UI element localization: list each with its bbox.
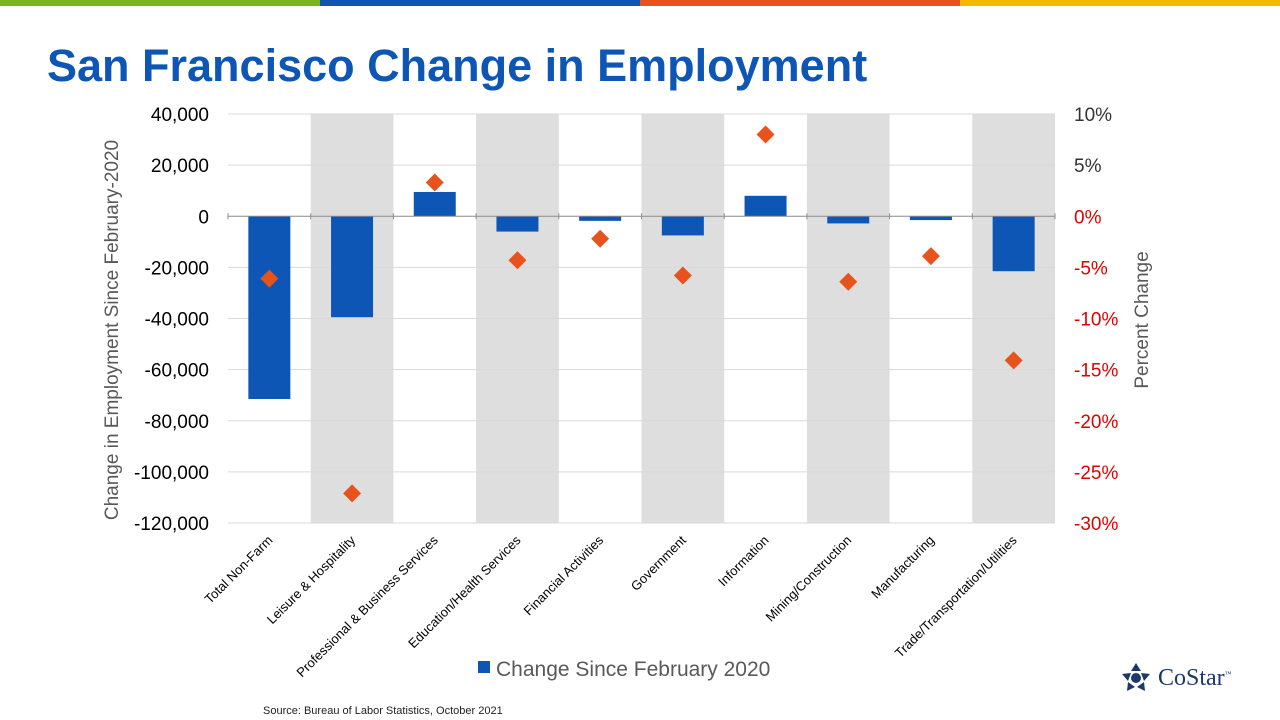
chart-bars [248,191,1035,400]
costar-star-icon [1122,663,1150,691]
left-tick-label: 20,000 [151,156,209,177]
legend-swatch [478,661,490,673]
percent-marker-3 [508,251,527,270]
percent-marker-0 [260,269,279,288]
category-label: Information [715,533,772,590]
bar-5 [661,216,704,236]
bar-7 [827,216,870,224]
category-label: Total Non-Farm [202,533,276,607]
logo-trademark: ™ [1224,669,1232,678]
right-tick-label: 10% [1074,105,1112,126]
percent-marker-1 [343,484,362,503]
right-tick-label: -10% [1074,310,1118,331]
legend-label: Change Since February 2020 [496,658,770,681]
left-tick-label: 0 [198,207,209,228]
left-tick-label: 40,000 [151,105,209,126]
left-tick-label: -40,000 [145,310,209,331]
right-tick-label: -5% [1074,258,1108,279]
percent-marker-5 [673,266,692,285]
left-axis-ticks: 40,000 20,000 0 -20,000 -40,000 -60,000 -80,00… [134,105,209,535]
category-label: Manufacturing [868,533,937,602]
left-tick-label: -80,000 [145,412,209,433]
stripe-orange [640,0,960,6]
right-tick-label: 5% [1074,156,1102,177]
bar-9 [992,216,1035,272]
stripe-blue [320,0,640,6]
category-label: Financial Activities [521,532,607,618]
bar-8 [909,216,952,221]
bar-0 [248,216,291,400]
category-label: Leisure & Hospitality [264,532,359,627]
right-tick-label: -20% [1074,412,1118,433]
right-tick-label: 0% [1074,207,1102,228]
left-tick-label: -100,000 [134,463,209,484]
right-tick-label: -30% [1074,514,1118,535]
chart-legend: Change Since February 2020 [478,658,770,681]
bar-2 [413,191,456,217]
percent-marker-7 [839,272,858,291]
right-axis-label: Percent Change [1132,251,1153,388]
category-label: Professional & Business Services [293,532,441,680]
page-title: San Francisco Change in Employment [47,40,868,91]
right-tick-label: -15% [1074,361,1118,382]
category-label: Mining/Construction [763,533,855,625]
percent-marker-9 [1004,351,1023,370]
stripe-green [0,0,320,6]
right-axis-ticks: 10% 5% 0% -5% -10% -15% -20% -25% -30% [1074,105,1118,535]
left-axis-label: Change in Employment Since February-2020 [102,140,123,520]
percent-marker-2 [425,173,444,192]
bar-6 [744,195,787,217]
stripe-yellow [960,0,1280,6]
logo-text: CoStar [1158,664,1225,691]
left-tick-label: -120,000 [134,514,209,535]
costar-logo: CoStar™ [1120,662,1232,694]
source-note: Source: Bureau of Labor Statistics, Octo… [263,705,503,717]
category-label: Government [628,532,689,593]
percent-marker-8 [921,247,940,266]
bar-1 [331,216,374,318]
percent-marker-6 [756,125,775,144]
chart-zero-axis [227,213,1056,220]
bar-4 [579,216,622,221]
right-tick-label: -25% [1074,463,1118,484]
left-tick-label: -60,000 [145,361,209,382]
left-tick-label: -20,000 [145,258,209,279]
chart-markers [260,125,1023,503]
percent-marker-4 [591,229,610,248]
bar-3 [496,216,539,232]
